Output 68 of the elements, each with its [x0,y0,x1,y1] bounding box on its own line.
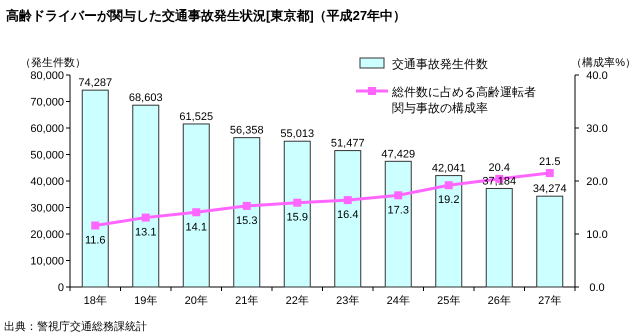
bar [182,123,210,288]
point [142,214,150,222]
bar [384,160,412,288]
data-label: 15.3 [236,214,258,227]
data-label: 68,603 [128,92,163,104]
data-label: 21.5 [539,156,560,168]
bar [334,150,362,288]
source-note: 出典：警視庁交通総務課統計 [4,320,147,333]
y-tick-label: 80,000 [30,70,64,82]
data-label: 20.4 [488,162,510,174]
point [192,208,200,216]
bar [132,104,160,288]
bar [284,140,311,288]
x-tick-label: 27年 [538,295,562,307]
data-label: 17.3 [388,204,409,216]
point [91,222,100,230]
data-label: 74,287 [78,77,112,90]
y2-tick-label: 20.0 [586,176,608,188]
y-tick-label: 40,000 [30,176,64,188]
y-tick-label: 60,000 [30,123,64,135]
y2-tick-label: 30.0 [586,123,608,135]
data-label: 14.1 [186,221,207,234]
y-tick-label: 70,000 [30,96,64,108]
chart-title: 高齢ドライバーが関与した交通事故発生状況[東京都]（平成27年中） [6,8,406,23]
legend-label: 交通事故発生件数 [392,57,488,71]
x-tick-label: 18年 [84,295,107,307]
data-label: 42,041 [432,162,466,175]
data-label: 47,429 [381,148,416,160]
data-label: 19.2 [438,194,460,206]
x-tick-label: 19年 [134,295,158,307]
y2-tick-label: 10.0 [586,229,608,241]
y-tick-label: 30,000 [30,202,64,214]
x-tick-label: 24年 [386,295,410,307]
point [344,196,352,204]
bar [536,196,564,288]
point [394,191,402,200]
data-label: 51,477 [330,138,365,150]
x-tick-label: 26年 [488,295,511,307]
data-label: 16.4 [337,209,358,222]
x-tick-label: 21年 [235,295,258,307]
bar [233,137,260,288]
y2-tick-label: 0.0 [589,282,605,294]
y-tick-label: 0 [58,282,64,294]
bar [486,188,513,288]
x-tick-label: 20年 [184,295,208,307]
data-label: 56,358 [230,124,264,137]
x-tick-label: 23年 [336,295,360,307]
y-tick-label: 10,000 [30,256,64,268]
data-label: 55,013 [280,128,314,140]
bar [82,90,109,288]
y-tick-label: 50,000 [30,150,64,162]
data-label: 15.9 [286,212,308,224]
point [444,181,453,190]
y2-axis-title: （構成率%） [571,56,636,69]
legend-label: 総件数に占める高齢運転者関与事故の構成率 [391,85,536,115]
bar [435,175,462,288]
point [546,169,554,178]
data-label: 61,525 [179,110,214,123]
y2-tick-label: 40.0 [586,70,608,82]
data-label: 34,274 [532,183,567,196]
point [242,202,251,210]
x-tick-label: 25年 [437,295,460,307]
y-tick-label: 20,000 [30,229,64,241]
y-axis-title: （発生件数） [20,56,86,69]
data-label: 11.6 [84,234,106,247]
x-tick-label: 22年 [286,295,309,307]
point [293,198,302,207]
data-label: 13.1 [135,226,156,239]
